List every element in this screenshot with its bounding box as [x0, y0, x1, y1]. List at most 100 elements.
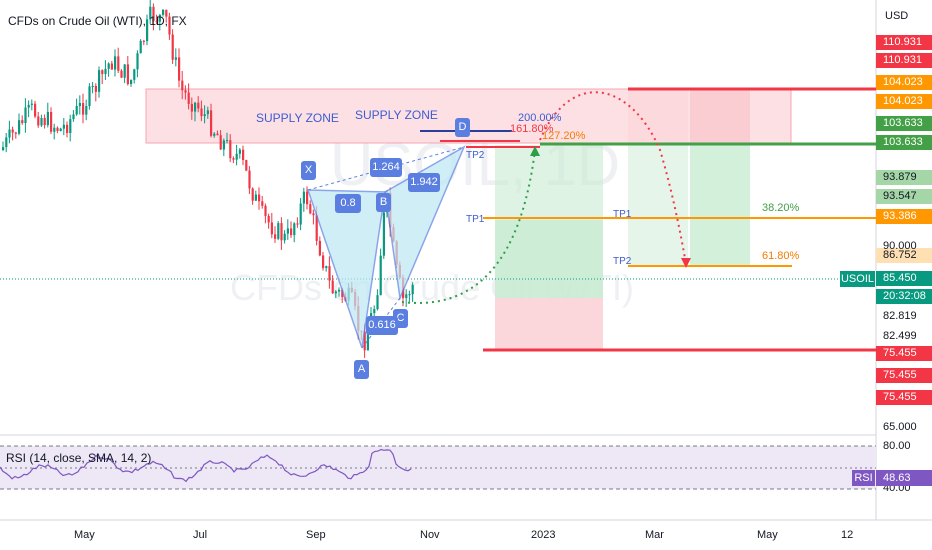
- candle-body: [203, 114, 206, 117]
- candle-body: [200, 108, 203, 117]
- candle-body: [30, 103, 33, 105]
- symbol-badge[interactable]: USOIL: [840, 271, 875, 287]
- ratio-label-ac[interactable]: 0.616: [366, 316, 398, 335]
- candle-body: [136, 53, 139, 70]
- candle-body: [158, 14, 161, 22]
- pattern-bcd-triangle: [384, 145, 466, 301]
- short-stop-zone-2: [690, 89, 750, 145]
- candle-body: [110, 63, 113, 70]
- candle-body: [293, 223, 296, 236]
- candle-body: [411, 284, 414, 295]
- candle-body: [85, 106, 88, 115]
- candle-body: [296, 223, 299, 225]
- candle-body: [280, 223, 283, 241]
- fib-1618-label: 161.80%: [510, 123, 554, 135]
- candle-body: [405, 294, 408, 299]
- candle-body: [334, 291, 337, 294]
- short-target-zone-1: [628, 145, 688, 265]
- candle-body: [155, 21, 158, 23]
- ratio-label-xd[interactable]: 1.264: [370, 158, 402, 177]
- ratio-label-xb[interactable]: 0.8: [335, 194, 361, 213]
- pattern-point-d[interactable]: D: [455, 118, 470, 137]
- price-tag: 103.633: [876, 135, 932, 150]
- candle-body: [206, 110, 209, 115]
- price-tag: 110.931: [876, 35, 932, 50]
- candle-body: [104, 68, 107, 75]
- fib-382-label: 38.20%: [762, 202, 800, 214]
- candle-body: [226, 140, 229, 142]
- time-label-mar: Mar: [645, 529, 664, 541]
- bearish-arrow-head: [681, 258, 691, 268]
- candle-body: [210, 110, 213, 136]
- price-tag: 93.879: [876, 170, 932, 185]
- candle-body: [261, 201, 264, 206]
- candle-body: [50, 111, 53, 132]
- candle-body: [408, 294, 411, 296]
- bullish-arrow-head: [530, 146, 540, 156]
- time-label-2023: 2023: [531, 529, 556, 541]
- chart-title[interactable]: CFDs on Crude Oil (WTI), 1D, FX: [8, 14, 187, 28]
- candle-body: [318, 240, 321, 256]
- rsi-line: [0, 448, 412, 483]
- candle-body: [91, 85, 94, 87]
- candle-body: [120, 70, 123, 78]
- ratio-label-bd[interactable]: 1.942: [408, 173, 440, 192]
- price-tag: 93.547: [876, 189, 932, 204]
- candle-body: [328, 266, 331, 281]
- candle-body: [139, 40, 142, 54]
- candle-body: [248, 170, 251, 189]
- tp2-left-label: TP2: [466, 150, 485, 161]
- candle-body: [43, 117, 46, 126]
- candle-body: [267, 215, 270, 223]
- candle-body: [146, 19, 149, 42]
- fib-200-label: 200.00%: [518, 112, 562, 124]
- candle-body: [152, 6, 155, 22]
- candle-body: [302, 191, 305, 204]
- time-label-nov: Nov: [420, 529, 440, 541]
- candle-body: [46, 111, 49, 126]
- time-label-jul: Jul: [193, 529, 208, 541]
- candle-body: [162, 9, 165, 15]
- rsi-title[interactable]: RSI (14, close, SMA, 14, 2): [6, 451, 152, 465]
- pattern-point-x[interactable]: X: [301, 161, 316, 180]
- pattern-xab-triangle: [306, 189, 386, 349]
- candle-body: [5, 137, 8, 148]
- candle-body: [299, 203, 302, 225]
- price-label-65: 65.000: [883, 421, 917, 433]
- price-tag: 75.455: [876, 368, 932, 383]
- short-stop-zone-1: [628, 89, 688, 145]
- candle-body: [94, 85, 97, 92]
- candle-body: [309, 204, 312, 214]
- candle-body: [235, 153, 238, 160]
- candle-body: [133, 69, 136, 80]
- candle-body: [69, 119, 72, 134]
- rsi-badge[interactable]: RSI: [852, 470, 875, 486]
- pattern-point-a[interactable]: A: [354, 360, 369, 379]
- candle-body: [107, 63, 110, 69]
- candle-body: [34, 103, 37, 117]
- candle-body: [18, 120, 21, 134]
- candle-body: [274, 234, 277, 239]
- candle-body: [181, 80, 184, 91]
- candle-body: [27, 104, 30, 108]
- candle-body: [142, 40, 145, 42]
- supply-zone-label-2: SUPPLY ZONE: [355, 108, 438, 122]
- currency-label[interactable]: USD: [885, 10, 909, 22]
- candle-body: [382, 212, 385, 256]
- pattern-point-b[interactable]: B: [376, 193, 391, 212]
- candle-body: [376, 295, 379, 310]
- price-tag: 110.931: [876, 53, 932, 68]
- candle-body: [312, 213, 315, 216]
- candle-body: [219, 135, 222, 150]
- candle-body: [213, 133, 216, 136]
- candle-body: [98, 70, 101, 92]
- candle-body: [62, 124, 65, 129]
- candle-body: [290, 228, 293, 236]
- candle-body: [322, 255, 325, 269]
- bearish-projection-curve: [539, 91, 687, 265]
- candle-body: [2, 147, 5, 150]
- tp2-mid-label: TP2: [613, 256, 632, 267]
- candle-body: [194, 102, 197, 112]
- time-label-may-2: May: [757, 529, 778, 541]
